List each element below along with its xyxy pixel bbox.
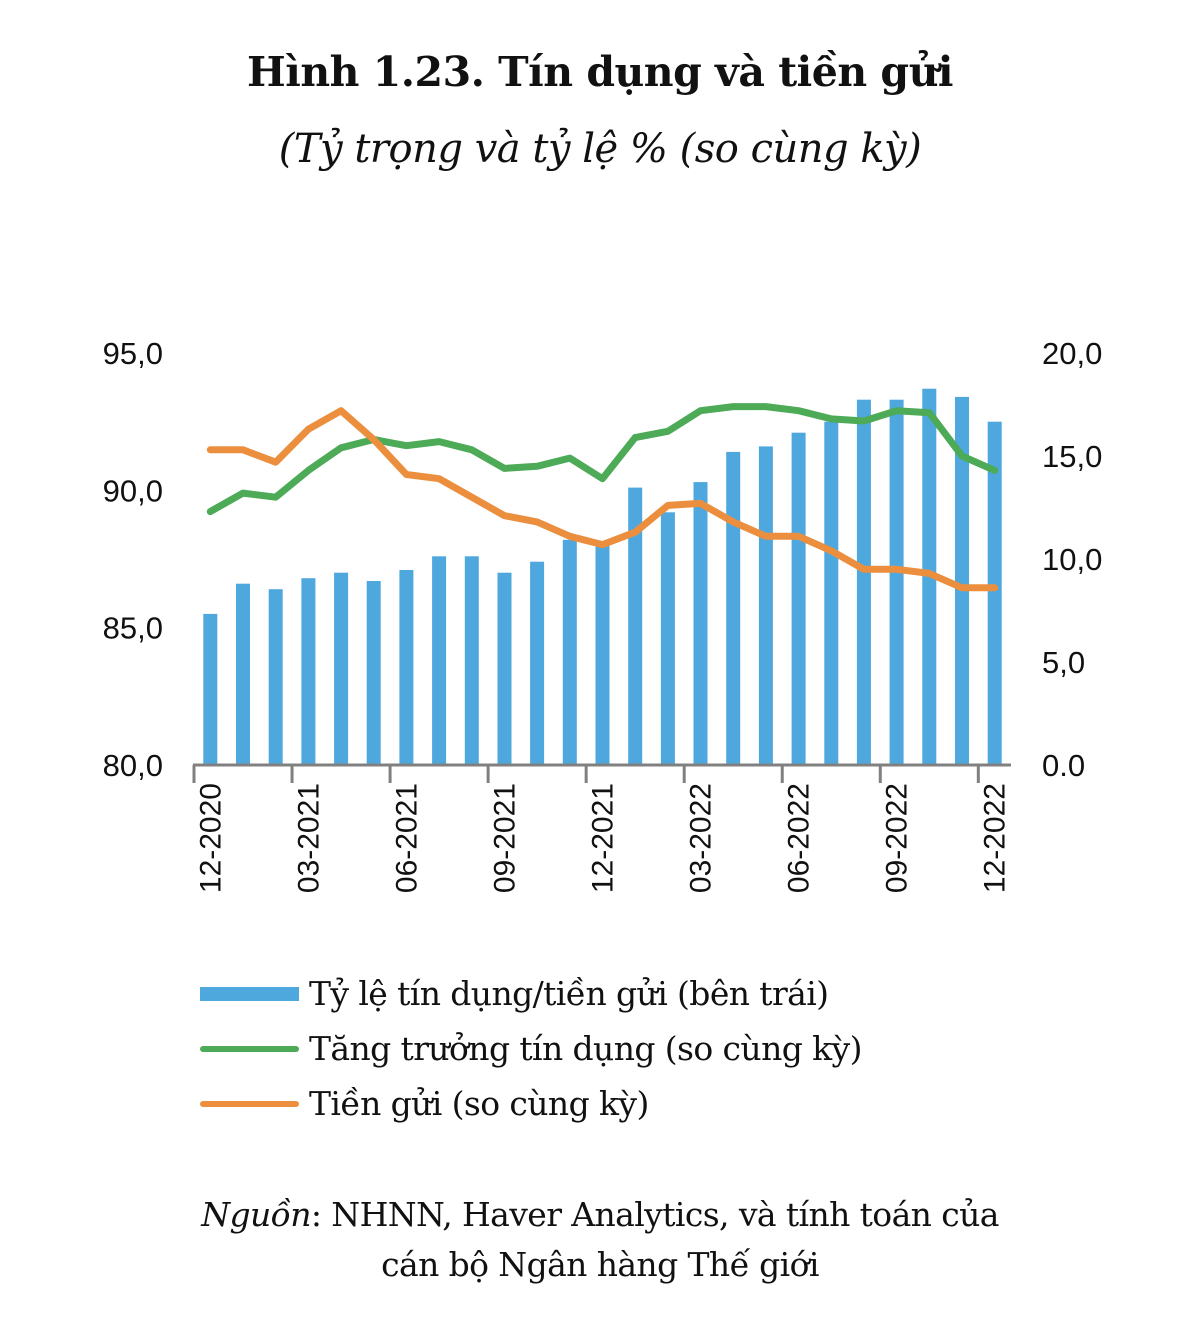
x-tick-label: 09-2021 [489,783,522,893]
source-prefix: Nguồn [201,1195,311,1234]
bar-12-2021 [595,545,610,765]
bar-12-2020 [203,613,218,765]
legend-label: Tỷ lệ tín dụng/tiền gửi (bên trái) [309,974,829,1013]
chart-subtitle: (Tỷ trọng và tỷ lệ % (so cùng kỳ) [278,126,922,172]
y-left-tick-label: 90,0 [103,473,163,508]
bar-01-2022 [628,487,643,765]
x-tick-label: 12-2022 [979,783,1012,893]
y-right-tick-label: 15,0 [1042,439,1102,474]
line-series-group [206,403,999,592]
legend-item-credit-growth: Tăng trưởng tín dụng (so cùng kỳ) [200,1021,862,1076]
y-right-tick-label: 20,0 [1042,336,1102,371]
y-left-tick-label: 80,0 [103,748,163,783]
bar-09-2021 [497,572,512,765]
bar-02-2021 [268,589,283,765]
bar-06-2022 [791,432,806,765]
chart-title: Hình 1.23. Tín dụng và tiền gửi [247,48,953,96]
bar-12-2022 [987,421,1002,765]
legend: Tỷ lệ tín dụng/tiền gửi (bên trái) Tăng … [200,966,862,1131]
legend-swatch-bar [200,986,299,1001]
bar-04-2021 [334,572,349,765]
bar-10-2021 [530,561,545,765]
legend-label: Tăng trưởng tín dụng (so cùng kỳ) [309,1029,862,1068]
source-line-2: cán bộ Ngân hàng Thế giới [381,1245,819,1284]
bar-09-2022 [889,399,904,765]
x-tick-label: 12-2020 [194,783,227,893]
y-left-tick-label: 85,0 [103,611,163,646]
bar-11-2022 [955,396,969,765]
y-right-tick-label: 10,0 [1042,542,1102,577]
axes: 12-2020 03-2021 06-2021 09-2021 12-2021 03-20… [103,336,1103,893]
bar-05-2021 [366,581,381,765]
legend-item-deposit: Tiền gửi (so cùng kỳ) [200,1076,862,1131]
bar-06-2021 [399,570,414,765]
bar-02-2022 [660,512,675,765]
bar-03-2022 [693,482,708,765]
bar-01-2021 [236,583,250,765]
y-right-tick-label: 5,0 [1042,645,1085,680]
source-note: Nguồn: NHNN, Haver Analytics, và tính to… [0,1190,1200,1290]
bar-11-2021 [562,539,577,765]
x-tick-label: 06-2021 [390,783,423,893]
legend-label: Tiền gửi (so cùng kỳ) [309,1084,649,1123]
legend-item-ratio: Tỷ lệ tín dụng/tiền gửi (bên trái) [200,966,862,1021]
legend-swatch-line-orange [200,1100,299,1107]
bar-07-2022 [824,421,839,765]
bar-03-2021 [301,578,316,765]
bar-04-2022 [726,451,741,765]
x-tick-label: 12-2021 [587,783,620,893]
bar-07-2021 [432,556,447,765]
x-tick-label: 03-2021 [292,783,325,893]
bar-series-credit-deposit-ratio [203,388,1002,765]
x-tick-label: 06-2022 [783,783,816,893]
source-line-1-text: : NHNN, Haver Analytics, và tính toán củ… [310,1195,1000,1234]
x-tick-label: 03-2022 [685,783,718,893]
bar-08-2022 [856,399,871,765]
legend-swatch-line-green [200,1045,299,1052]
y-right-tick-label: 0.0 [1042,748,1085,783]
y-left-tick-label: 95,0 [103,336,163,371]
line-credit-growth [206,403,999,516]
x-tick-label: 09-2022 [881,783,914,893]
bar-05-2022 [758,446,773,765]
line-deposits [206,407,999,592]
bar-08-2021 [464,556,479,765]
source-line-1: Nguồn: NHNN, Haver Analytics, và tính to… [0,1190,1200,1240]
